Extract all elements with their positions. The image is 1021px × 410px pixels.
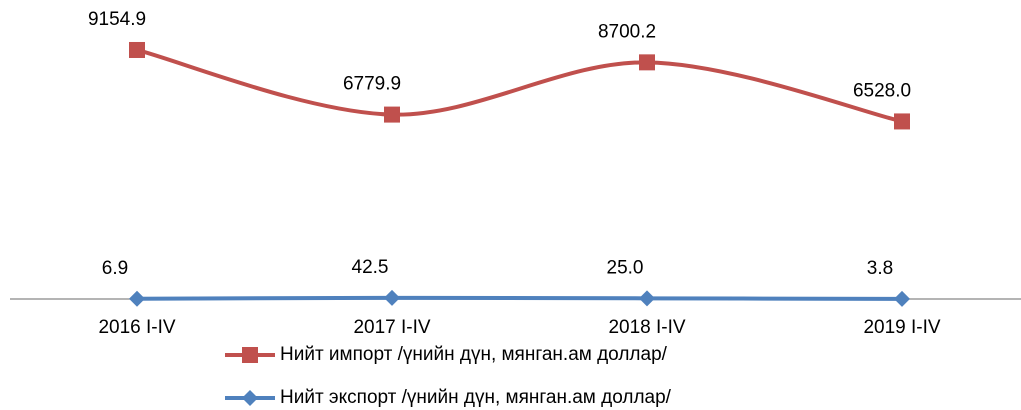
marker: [639, 54, 655, 71]
legend-label: Нийт экспорт /үнийн дүн, мянган.ам долла…: [280, 387, 672, 408]
data-label: 6.9: [102, 258, 128, 279]
data-label: 6779.9: [343, 74, 401, 95]
series-line: [136, 295, 903, 301]
marker: [384, 106, 400, 123]
marker: [894, 113, 910, 130]
marker: [639, 290, 655, 307]
legend-label: Нийт импорт /үнийн дүн, мянган.ам доллар…: [280, 344, 668, 365]
x-tick-label: 2016 I-IV: [98, 317, 175, 338]
marker: [129, 41, 145, 58]
marker: [384, 289, 400, 306]
x-tick-label: 2019 I-IV: [863, 317, 940, 338]
data-label: 9154.9: [88, 9, 146, 30]
marker: [894, 290, 910, 307]
data-label: 3.8: [867, 258, 893, 279]
marker: [242, 347, 258, 363]
marker: [129, 290, 145, 307]
marker: [242, 390, 258, 406]
data-label: 42.5: [352, 257, 389, 278]
x-tick-label: 2018 I-IV: [608, 317, 685, 338]
data-label: 25.0: [607, 257, 644, 278]
data-label: 8700.2: [598, 21, 656, 42]
series-line: [136, 48, 903, 124]
data-label: 6528.0: [853, 80, 911, 101]
x-tick-label: 2017 I-IV: [353, 317, 430, 338]
